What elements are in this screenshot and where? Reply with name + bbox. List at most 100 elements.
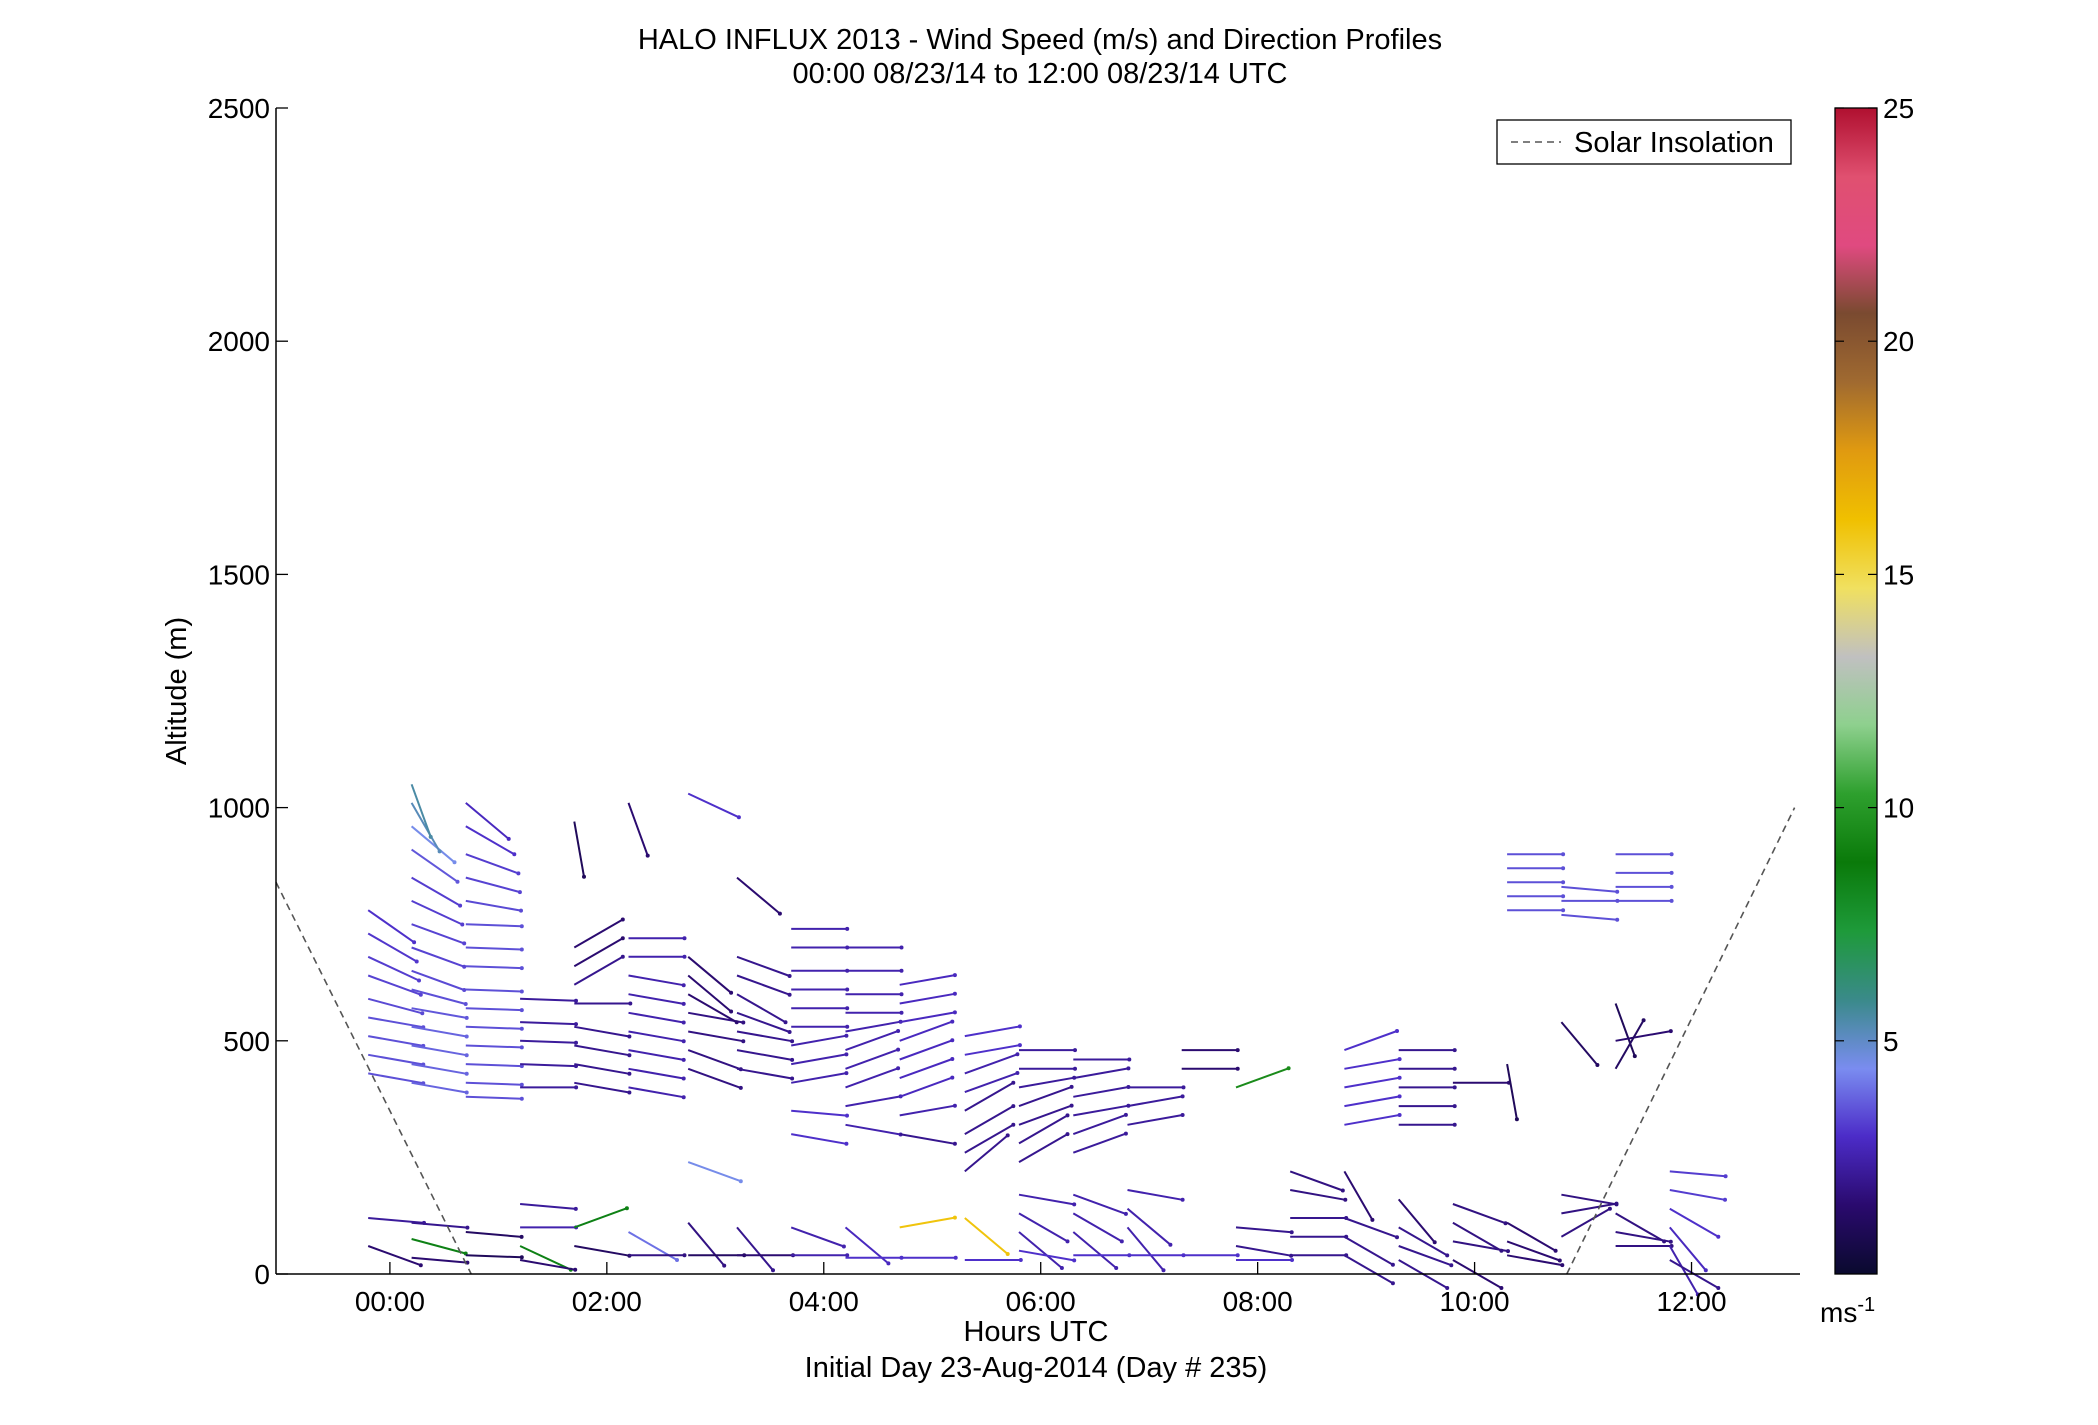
wind-barb-head [1561, 852, 1566, 857]
wind-barb [1669, 1189, 1726, 1201]
y-tick-label: 1000 [208, 793, 270, 824]
wind-barb-head [1452, 1104, 1457, 1109]
x-tick-label: 00:00 [355, 1286, 425, 1317]
wind-barb-head [417, 978, 421, 983]
wind-barb [899, 1039, 953, 1061]
wind-barb-head [1069, 1084, 1074, 1089]
colorbar-tick-label: 5 [1883, 1026, 1899, 1057]
wind-barb [1506, 1254, 1563, 1267]
wind-barb [1018, 1076, 1075, 1089]
wind-barb [736, 974, 790, 996]
wind-barb-head [844, 1052, 849, 1057]
wind-barb-head [582, 874, 586, 879]
wind-barb-head [1235, 1253, 1240, 1258]
wind-barb [574, 1025, 630, 1038]
wind-barb [520, 1021, 577, 1026]
wind-barb-head [1452, 1048, 1457, 1053]
wind-barb [628, 974, 684, 987]
wind-barb-head [952, 1141, 957, 1146]
y-tick-label: 500 [223, 1026, 270, 1057]
wind-barb [1072, 1212, 1123, 1243]
wind-barb-head [1561, 894, 1566, 899]
x-tick-label: 10:00 [1440, 1286, 1510, 1317]
wind-barb [687, 1161, 742, 1183]
wind-barb [465, 1007, 522, 1012]
wind-barb [845, 1030, 899, 1052]
wind-barb [519, 1245, 572, 1271]
wind-barb-head [463, 1002, 468, 1006]
wind-barb [899, 1011, 956, 1024]
wind-barb [1452, 1203, 1506, 1225]
wind-barb-head [722, 1263, 727, 1268]
wind-barb [736, 1049, 793, 1061]
wind-barb-head [627, 1034, 632, 1039]
wind-barb-head [783, 1020, 788, 1025]
wind-barb [1235, 1067, 1289, 1089]
wind-barb [410, 802, 441, 852]
wind-barb-head [787, 974, 792, 978]
wind-barb [367, 955, 420, 982]
wind-barb [899, 1020, 953, 1042]
legend-box [1496, 119, 1792, 165]
colorbar-tick-label: 25 [1883, 93, 1914, 124]
wind-barb [367, 909, 415, 944]
wind-barb-head [886, 1261, 891, 1266]
colorbar-unit-base: ms [1820, 1297, 1857, 1328]
wind-barb-head [952, 973, 957, 978]
wind-barb [1614, 1003, 1636, 1057]
wind-barb [790, 1226, 845, 1248]
wind-barb-head [573, 1267, 578, 1272]
wind-barb [411, 876, 461, 907]
wind-barb [736, 1030, 793, 1043]
wind-barb-head [1395, 1235, 1399, 1240]
wind-barb-head [627, 1053, 632, 1058]
wind-barb [687, 1222, 725, 1267]
wind-barb-head [512, 852, 517, 857]
wind-barb-head [574, 998, 578, 1003]
wind-barb [411, 946, 465, 968]
wind-barb [628, 993, 684, 1005]
wind-barb [845, 1095, 901, 1108]
wind-barb [964, 1105, 1014, 1135]
wind-barb-head [1452, 1122, 1457, 1127]
wind-barb [736, 876, 781, 915]
wind-barb-head [1059, 1266, 1064, 1270]
wind-barb-head [681, 1020, 686, 1025]
wind-barb [791, 1109, 848, 1117]
wind-barb-head [506, 836, 511, 841]
wind-barb-head [952, 1010, 957, 1015]
wind-barb [687, 974, 732, 1013]
plot-background [276, 108, 1800, 1274]
wind-barb [1398, 1245, 1452, 1267]
wind-barb [964, 1123, 1014, 1154]
wind-barb-head [465, 1225, 470, 1230]
wind-barb-head [412, 940, 417, 945]
wind-barb [368, 1016, 424, 1029]
wind-barb [1398, 1226, 1448, 1257]
wind-barb [1669, 1170, 1726, 1178]
wind-barb-head [790, 1039, 795, 1044]
wind-barb-head [420, 1011, 425, 1016]
wind-barb [465, 1025, 522, 1030]
x-ticks: 00:00 02:00 04:00 06:00 08:00 10:00 12:00 [355, 1262, 1727, 1317]
wind-barb-head [1641, 1018, 1646, 1023]
wind-barb-head [574, 1022, 578, 1027]
wind-barb-head [899, 992, 904, 997]
wind-barb [899, 992, 956, 1005]
wind-barb-head [729, 1009, 734, 1014]
wind-barb [964, 1217, 1009, 1255]
wind-barb-head [437, 849, 442, 854]
wind-barb-head [845, 926, 850, 931]
wind-barb [1452, 1221, 1502, 1252]
colorbar: 5 10 15 20 25 ms-1 [1820, 93, 1914, 1328]
wind-barb-head [1005, 1133, 1010, 1138]
wind-barb [465, 1095, 522, 1100]
wind-barb [1126, 1207, 1172, 1246]
wind-barb-head [952, 1215, 957, 1220]
wind-barb [791, 1053, 847, 1066]
wind-barb-head [1011, 1122, 1016, 1127]
wind-barb-head [1615, 889, 1620, 894]
wind-barb-head [519, 1026, 524, 1031]
wind-barb-head [1560, 1263, 1565, 1268]
